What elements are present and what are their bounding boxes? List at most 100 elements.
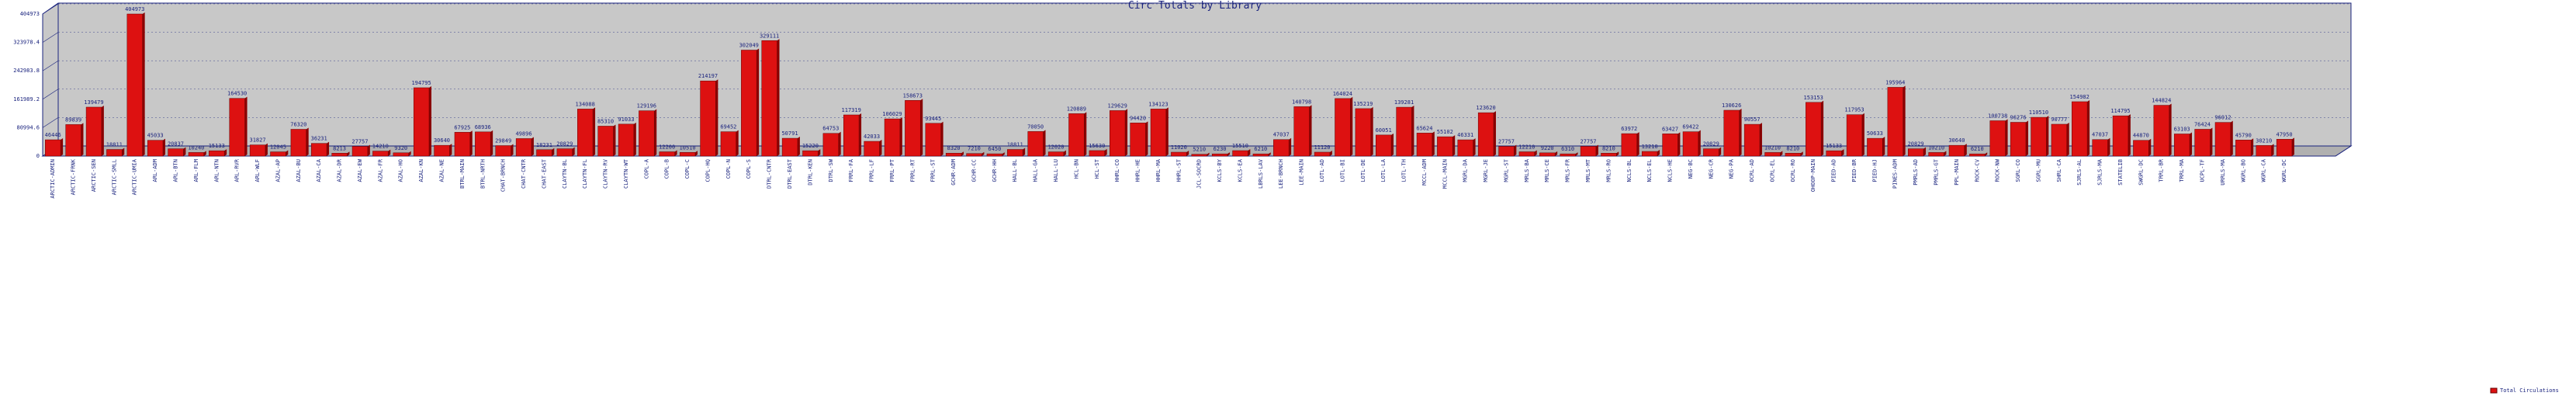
bar-side	[2148, 138, 2152, 156]
bar	[1477, 112, 1494, 157]
bar	[1518, 151, 1535, 157]
x-tick-label: WGRL-BO	[2240, 159, 2246, 182]
bar	[761, 40, 777, 157]
bar	[1191, 154, 1207, 157]
bar	[1314, 151, 1331, 157]
value-label: 47950	[2277, 131, 2293, 137]
x-tick-label: SWGRL-DC	[2138, 159, 2144, 186]
x-tick-label: OCRL-RO	[1790, 159, 1796, 182]
x-tick-label: HHRL-ST	[1175, 158, 1182, 182]
value-label: 30640	[434, 137, 450, 144]
value-label: 90557	[1744, 116, 1761, 123]
x-tick-label: HHRL-MA	[1155, 158, 1162, 182]
bar-side	[1636, 132, 1639, 156]
x-tick-label: NEG-BC	[1688, 159, 1694, 179]
value-label: 130626	[1722, 102, 1741, 109]
bar	[884, 118, 901, 157]
value-label: 154982	[2070, 94, 2090, 100]
bar	[2256, 145, 2272, 157]
bar	[126, 13, 143, 157]
x-tick-label: MRLS-FR	[1565, 158, 1571, 182]
x-tick-label: DTRL-SW	[828, 158, 834, 182]
x-tick-label: COPL-C	[684, 159, 691, 179]
x-tick-label: LOTL-LA	[1380, 158, 1387, 182]
bar-side	[572, 147, 575, 156]
bar	[2194, 129, 2211, 157]
x-tick-label: SHRL-CA	[2056, 158, 2062, 182]
x-tick-label: HALL-BL	[1012, 159, 1018, 182]
bar-side	[818, 149, 821, 156]
x-tick-label: COPL-S	[746, 159, 752, 179]
x-tick-label: ARL-ADM	[152, 159, 158, 182]
x-tick-label: ARL-NTN	[213, 159, 220, 182]
value-label: 144824	[2152, 98, 2171, 104]
bar	[2153, 105, 2169, 157]
bar	[2214, 122, 2231, 157]
bar	[1273, 139, 1290, 157]
x-tick-label: PIED-HJ	[1871, 159, 1878, 182]
bar-side	[2190, 132, 2193, 156]
x-tick-label: NEG-PA	[1729, 158, 1735, 179]
value-label: 68936	[475, 124, 491, 130]
bar	[618, 123, 635, 157]
x-tick-label: CHAT-BRNCH	[500, 159, 507, 192]
x-tick-label: AZAL-HO	[398, 159, 404, 182]
bar-side	[613, 124, 616, 156]
x-tick-label: AZAL-FR	[377, 158, 383, 182]
bar	[577, 109, 594, 157]
x-tick-label: HHRL-CO	[1114, 159, 1120, 182]
bar-side	[1104, 148, 1107, 156]
value-label: 46331	[1457, 132, 1473, 138]
bar-side	[1903, 85, 1906, 156]
bar-side	[1452, 135, 1456, 156]
x-tick-label: LOTL-BI	[1339, 159, 1345, 182]
legend-swatch	[2490, 387, 2498, 394]
value-label: 153153	[1804, 95, 1823, 101]
bar-side	[1964, 144, 1967, 156]
value-label: 13210	[1642, 144, 1658, 150]
value-label: 9220	[1541, 145, 1554, 151]
value-label: 50791	[781, 130, 798, 137]
value-label: 64753	[822, 126, 839, 132]
bar-side	[1800, 151, 1803, 156]
bar	[843, 114, 860, 157]
value-label: 117319	[842, 107, 861, 113]
x-tick-label: MRLS-BA	[1524, 158, 1530, 182]
bar-side	[674, 150, 677, 156]
value-label: 106029	[882, 111, 902, 117]
bar	[945, 152, 962, 157]
bar-side	[1923, 147, 1927, 156]
value-label: 36231	[311, 136, 327, 142]
bar-side	[347, 151, 350, 156]
x-tick-label: HALL-LU	[1053, 159, 1059, 182]
x-tick-label: TRRL-BR	[2159, 158, 2165, 182]
x-tick-label: PPL-MAIN	[1954, 159, 1960, 186]
value-label: 90777	[2051, 116, 2067, 123]
bar	[1232, 150, 1248, 157]
value-label: 329111	[760, 33, 779, 39]
x-tick-label: AZAL-BU	[296, 159, 302, 182]
x-tick-label: CLAYTN-BL	[562, 159, 568, 189]
bar	[1682, 131, 1699, 157]
legend-label: Total Circulations	[2500, 387, 2559, 394]
value-label: 20837	[168, 141, 184, 148]
value-label: 76424	[2194, 121, 2211, 127]
x-tick-label: ARCTIC-SMLL	[111, 159, 117, 195]
value-label: 30640	[1948, 137, 1965, 144]
value-label: 20829	[1703, 141, 1719, 148]
bar-side	[327, 141, 330, 156]
bar	[1580, 146, 1597, 157]
chart-title: Circ Totals by Library	[1128, 0, 1262, 12]
bar	[1396, 106, 1412, 157]
bar	[1437, 136, 1453, 157]
bar-side	[552, 148, 555, 156]
bar	[1887, 87, 1903, 157]
value-label: 15630	[1089, 143, 1105, 149]
bar	[1989, 120, 2006, 157]
x-tick-label: CHAT-EAST	[541, 158, 547, 189]
bar-side	[1432, 131, 1435, 156]
bar-side	[1985, 152, 1988, 156]
bar	[1662, 134, 1678, 157]
value-label: 117953	[1844, 107, 1864, 113]
bar-side	[1555, 151, 1558, 156]
